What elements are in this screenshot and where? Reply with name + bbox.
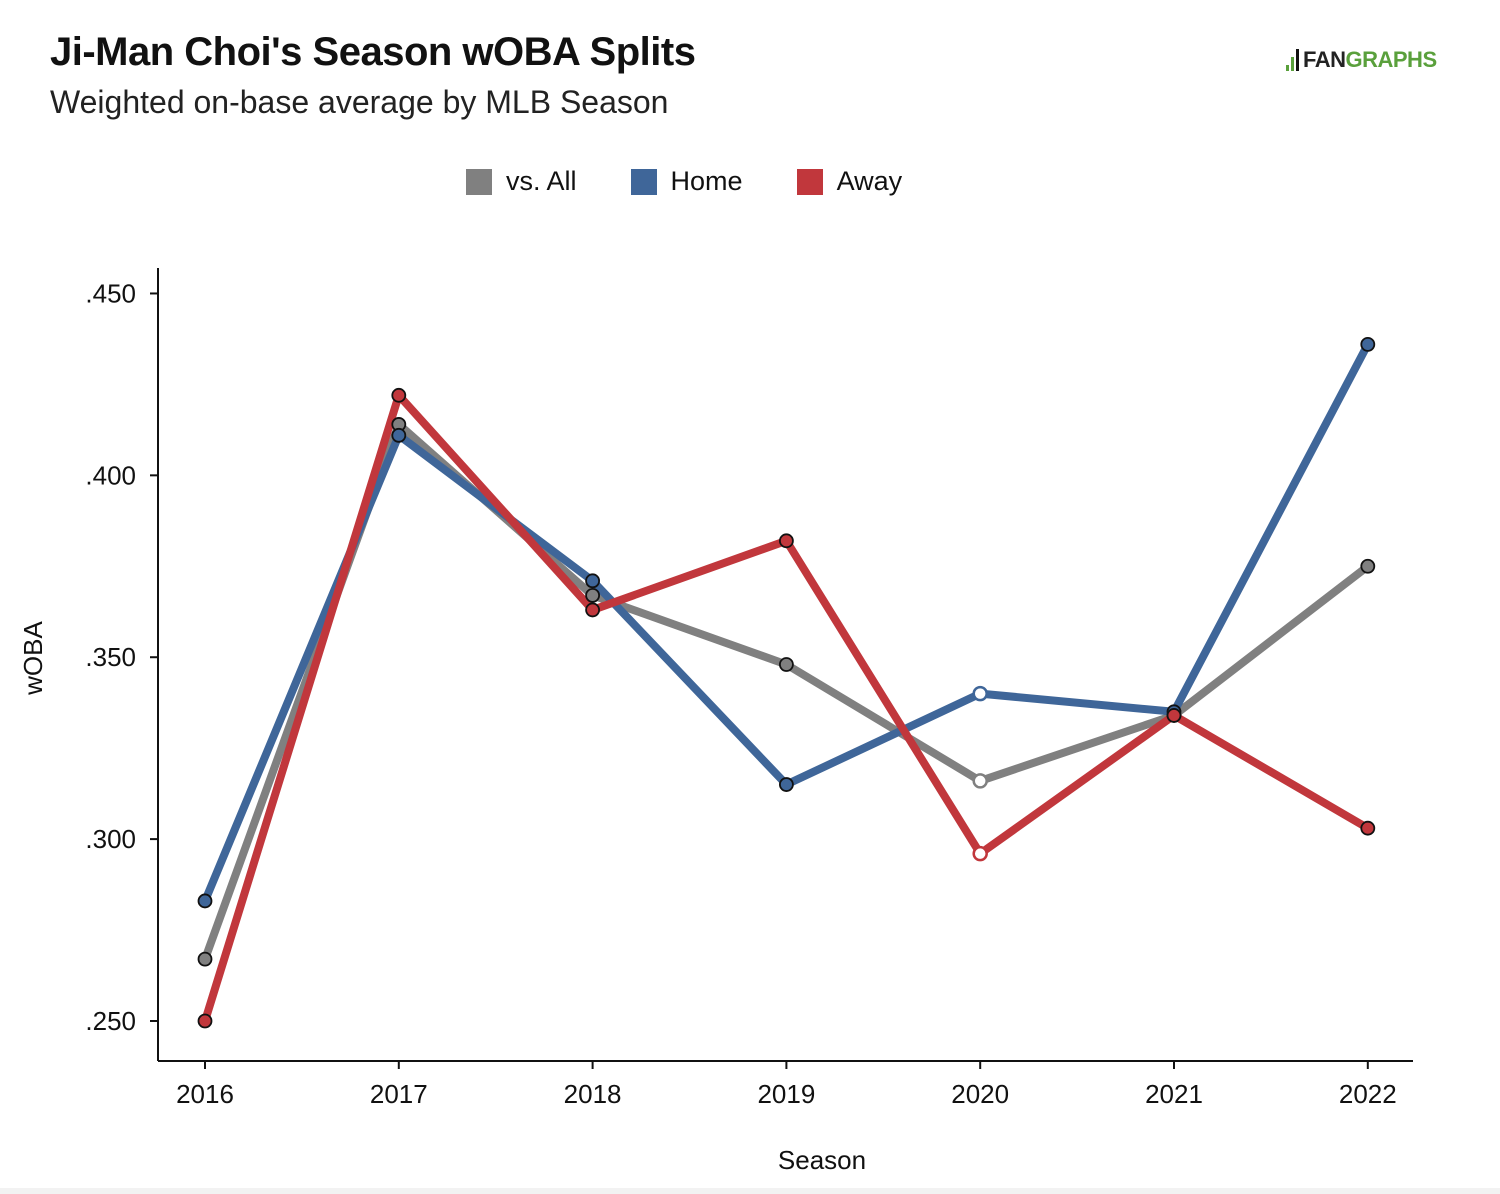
x-ticks: 2016 2017 2018 2019 2020 2021 2022 bbox=[176, 1061, 1397, 1109]
data-point-home-2018 bbox=[585, 573, 600, 589]
footer-strip bbox=[0, 1188, 1500, 1194]
y-axis-label: wOBA bbox=[18, 621, 48, 696]
legend: vs. All Home Away bbox=[466, 166, 956, 197]
legend-item-vs-all: vs. All bbox=[466, 166, 577, 197]
data-point-away-2017 bbox=[391, 387, 407, 403]
legend-swatch-home bbox=[630, 168, 657, 195]
fangraphs-bars-icon bbox=[1286, 49, 1299, 71]
data-point-vs-all-2022 bbox=[1360, 558, 1376, 574]
y-tick-label: .350 bbox=[85, 642, 136, 672]
chart-title: Ji-Man Choi's Season wOBA Splits bbox=[50, 30, 696, 74]
data-point-vs-all-2019 bbox=[779, 657, 794, 672]
data-point-home-2022 bbox=[1360, 336, 1376, 352]
data-point-vs-all-2016 bbox=[197, 951, 213, 967]
legend-item-away: Away bbox=[796, 166, 903, 197]
data-point-home-2020 bbox=[972, 685, 988, 702]
y-tick-label: .400 bbox=[85, 460, 136, 490]
x-tick-label: 2016 bbox=[176, 1079, 234, 1109]
data-point-away-2022 bbox=[1360, 820, 1376, 836]
x-tick-label: 2020 bbox=[951, 1079, 1009, 1109]
y-ticks: .250 .300 .350 .400 .450 bbox=[85, 278, 158, 1036]
legend-label-vs-all: vs. All bbox=[506, 166, 577, 196]
data-point-away-2018 bbox=[585, 602, 600, 618]
series-line-vs-all bbox=[201, 420, 1372, 964]
series-line-home bbox=[201, 340, 1372, 905]
legend-swatch-vs-all bbox=[466, 168, 492, 195]
fangraphs-logo: FANGRAPHS bbox=[1286, 47, 1437, 73]
y-tick-label: .250 bbox=[85, 1006, 136, 1036]
fangraphs-wordmark: FANGRAPHS bbox=[1303, 47, 1437, 73]
x-tick-label: 2021 bbox=[1145, 1079, 1203, 1109]
legend-item-home: Home bbox=[630, 166, 743, 197]
legend-label-home: Home bbox=[670, 166, 743, 196]
chart-subtitle: Weighted on-base average by MLB Season bbox=[50, 84, 669, 120]
x-tick-label: 2018 bbox=[564, 1079, 622, 1109]
y-tick-label: .450 bbox=[85, 278, 136, 308]
data-point-vs-all-2020 bbox=[972, 773, 988, 789]
x-axis-label: Season bbox=[778, 1145, 866, 1175]
y-tick-label: .300 bbox=[85, 824, 136, 854]
x-tick-label: 2022 bbox=[1339, 1079, 1397, 1109]
data-point-vs-all-2018 bbox=[585, 587, 600, 603]
series-lines bbox=[201, 340, 1372, 1025]
legend-label-away: Away bbox=[836, 166, 903, 196]
wordmark-fan: FAN bbox=[1303, 47, 1346, 72]
data-point-away-2020 bbox=[972, 845, 988, 862]
data-point-away-2016 bbox=[197, 1013, 213, 1029]
legend-swatch-away bbox=[796, 168, 823, 195]
data-point-away-2021 bbox=[1166, 708, 1182, 723]
series-points bbox=[197, 336, 1376, 1029]
data-point-home-2017 bbox=[391, 427, 407, 443]
x-tick-label: 2017 bbox=[370, 1079, 428, 1109]
x-tick-label: 2019 bbox=[757, 1079, 815, 1109]
data-point-away-2019 bbox=[779, 533, 794, 549]
data-point-home-2016 bbox=[197, 893, 213, 909]
wordmark-graphs: GRAPHS bbox=[1345, 47, 1438, 72]
data-point-home-2019 bbox=[779, 777, 794, 792]
